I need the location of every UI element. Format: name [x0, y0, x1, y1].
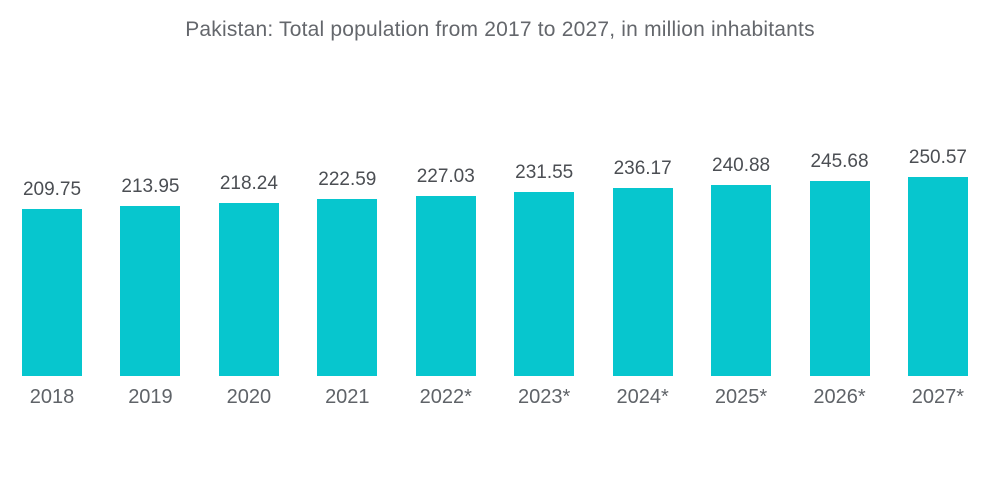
- x-axis-label: 2021: [325, 386, 370, 408]
- bar: [809, 181, 870, 376]
- bar-value-label: 236.17: [613, 158, 672, 179]
- bar-column: 209.75 2018: [22, 90, 82, 409]
- bar: [907, 177, 968, 376]
- x-axis-label: 2018: [29, 386, 75, 408]
- bar: [120, 206, 181, 376]
- x-axis-label: 2022*: [419, 386, 472, 408]
- x-axis-label: 2027*: [911, 386, 965, 408]
- x-axis-label: 2026*: [813, 386, 866, 408]
- bar: [22, 209, 82, 376]
- bar-value-label: 209.75: [22, 179, 82, 200]
- bar-column: 236.17 2024*: [612, 90, 673, 409]
- bar-value-label: 218.24: [219, 173, 278, 194]
- bar-column: 218.24 2020: [218, 90, 279, 409]
- bar-value-label: 227.03: [416, 166, 475, 187]
- x-axis-label: 2020: [226, 386, 272, 408]
- x-axis-label: 2023*: [518, 386, 571, 408]
- bar: [415, 196, 476, 376]
- chart-title: Pakistan: Total population from 2017 to …: [185, 18, 815, 41]
- x-axis-label: 2025*: [714, 386, 768, 408]
- plot-area: 209.75 2018 213.95 2019 218.24 2020 222.59 2021…: [22, 90, 968, 409]
- bar-column: 240.88 2025*: [711, 90, 772, 409]
- x-axis-label: 2019: [128, 386, 173, 408]
- bar-column: 245.68 2026*: [809, 90, 870, 409]
- bar-column: 231.55 2023*: [514, 90, 575, 409]
- bar: [218, 203, 279, 376]
- x-axis-label: 2024*: [616, 386, 669, 408]
- bar-value-label: 231.55: [515, 162, 574, 183]
- bar-column: 222.59 2021: [317, 90, 378, 409]
- bar-column: 227.03 2022*: [415, 90, 476, 409]
- bar: [612, 188, 673, 376]
- bar-value-label: 245.68: [810, 151, 869, 172]
- bar-column: 213.95 2019: [120, 90, 181, 409]
- bar-value-label: 250.57: [908, 147, 967, 168]
- bar: [514, 192, 575, 376]
- bar: [711, 185, 772, 376]
- bar-value-label: 240.88: [712, 155, 771, 176]
- bar-value-label: 222.59: [318, 169, 377, 190]
- bar: [317, 199, 378, 376]
- bar-column: 250.57 2027*: [907, 90, 968, 409]
- bar-value-label: 213.95: [121, 176, 180, 197]
